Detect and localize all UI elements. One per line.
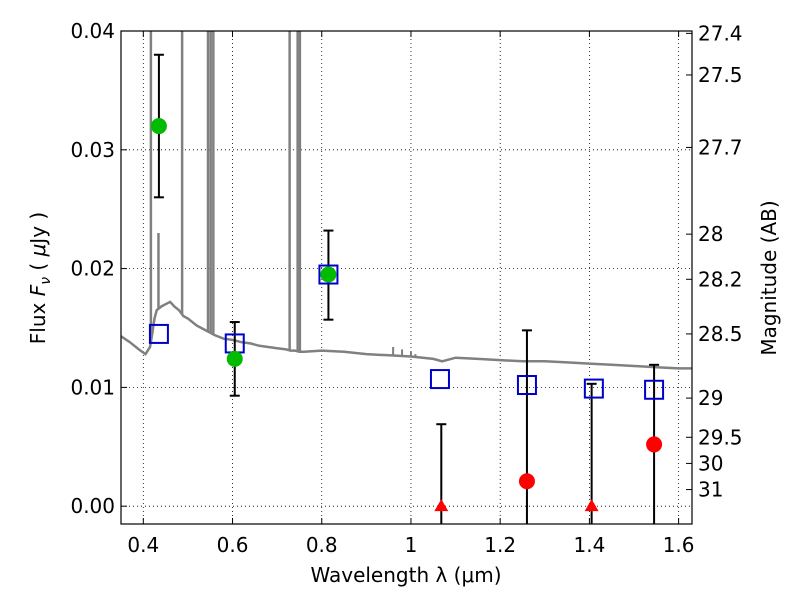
sed-model-line (121, 300, 692, 370)
model-point (148, 323, 169, 344)
x-tick-label: 0.8 (306, 533, 338, 557)
y-tick-label: 0.03 (70, 138, 115, 162)
x-tick-label: 1 (405, 533, 418, 557)
upper-limit-point (434, 499, 449, 512)
sed-model-series (121, 31, 692, 370)
y-tick-label: 0.04 (70, 19, 115, 43)
y2-axis-label: Magnitude (AB) (757, 200, 781, 355)
model-point (429, 369, 450, 390)
detection-point (320, 266, 337, 283)
y2-tick-label: 31 (698, 478, 723, 502)
x-tick-label: 1.2 (484, 533, 516, 557)
detection-point (150, 118, 167, 135)
model-point (644, 379, 665, 400)
plot-background (121, 31, 692, 524)
axis-ticks (121, 30, 692, 524)
y-tick-label: 0.01 (70, 375, 115, 399)
y-tick-label: 0.00 (70, 494, 115, 518)
detection-point (226, 350, 243, 367)
x-axis-label: Wavelength λ (μm) (310, 563, 501, 587)
non-detection-point (518, 473, 535, 490)
y-tick-label: 0.02 (70, 257, 115, 281)
data-markers (148, 118, 665, 512)
x-tick-label: 0.4 (127, 533, 159, 557)
y-axis-label: Flux Fν ( μJy ) (26, 212, 54, 344)
y2-tick-label: 27.4 (698, 21, 743, 45)
x-tick-label: 1.4 (573, 533, 605, 557)
y2-tick-label: 27.7 (698, 135, 743, 159)
model-point (583, 378, 604, 399)
model-point (318, 264, 339, 285)
upper-limit-point (584, 499, 599, 512)
axis-tick-labels: 0.4 0.6 0.8 1 1.2 1.4 1.6 0.00 0.01 0.02 0.03 0.04 2… (70, 19, 742, 557)
x-tick-label: 1.6 (663, 533, 695, 557)
y2-tick-label: 28.5 (698, 322, 743, 346)
plot-frame (120, 30, 693, 525)
y2-tick-label: 29 (698, 386, 723, 410)
y2-tick-label: 28.2 (698, 267, 743, 291)
y2-tick-label: 30 (698, 451, 723, 475)
x-tick-label: 0.6 (217, 533, 249, 557)
y2-tick-label: 29.5 (698, 425, 743, 449)
model-point (516, 375, 537, 396)
y2-tick-label: 27.5 (698, 63, 743, 87)
non-detection-point (646, 436, 663, 453)
y2-tick-label: 28 (698, 222, 723, 246)
